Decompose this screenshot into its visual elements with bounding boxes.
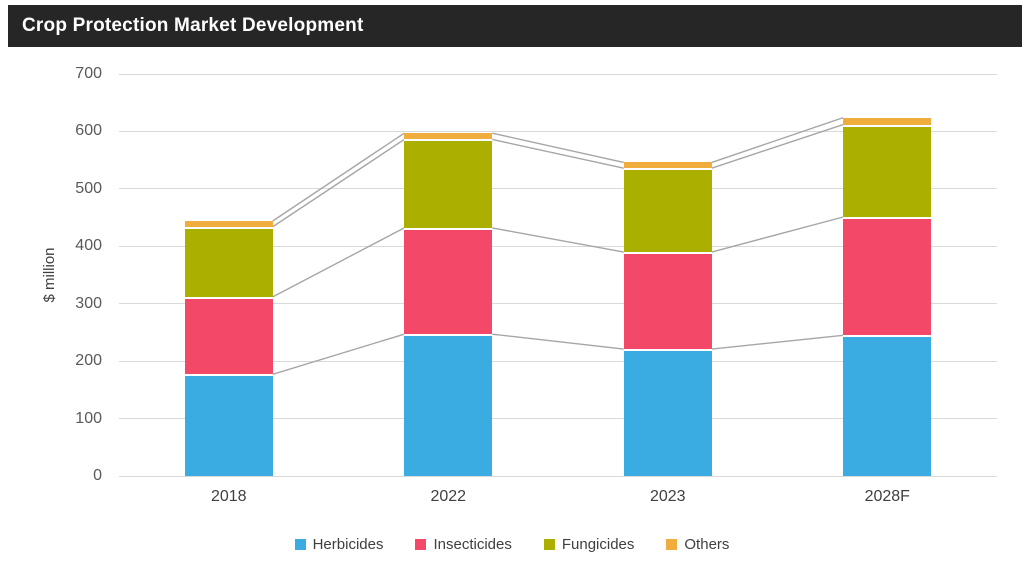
series-connector-line: [272, 333, 405, 376]
y-gridline: [119, 360, 997, 362]
y-axis-title: $ million: [41, 247, 58, 303]
y-axis-tick-label: 400: [75, 237, 102, 255]
legend-item-insecticides: Insecticides: [415, 536, 512, 553]
y-axis-tick-label: 0: [93, 467, 102, 484]
bar-segment-insecticides-2018: [184, 296, 273, 375]
x-axis-label-2018: 2018: [210, 488, 247, 505]
y-gridline: [119, 73, 997, 75]
y-axis-tick-label: 500: [75, 179, 102, 197]
bar-segment-others-2022: [404, 133, 493, 140]
x-axis-label-2028f: 2028F: [864, 488, 910, 505]
bar-segment-herbicides-2023: [623, 349, 712, 476]
legend-swatch-fungicides: [543, 539, 555, 550]
series-connector-line: [492, 138, 624, 169]
series-connector-line: [711, 116, 844, 164]
legend-swatch-others: [666, 539, 678, 550]
chart-title: Crop Protection Market Development: [22, 15, 364, 36]
chart-title-bar: Crop Protection Market Development: [8, 5, 1022, 47]
bar-segment-others-2028f: [843, 117, 932, 125]
legend-swatch-herbicides: [294, 539, 306, 550]
y-gridline: [119, 130, 997, 132]
series-connector-line: [711, 334, 844, 350]
x-axis-label-2022: 2022: [430, 488, 467, 505]
legend-item-fungicides: Fungicides: [543, 536, 635, 553]
legend-item-others: Others: [666, 536, 729, 553]
legend-swatch-insecticides: [415, 539, 427, 550]
y-gridline: [119, 303, 997, 305]
bar-segment-fungicides-2028f: [843, 124, 932, 217]
y-axis-tick-label: 700: [75, 65, 102, 82]
series-connector-line: [492, 333, 624, 350]
legend-item-herbicides: Herbicides: [294, 536, 384, 553]
y-axis-tick-label: 300: [75, 294, 102, 312]
bar-segment-fungicides-2018: [184, 226, 273, 297]
bar-segment-insecticides-2028f: [843, 216, 932, 336]
y-axis-tick-label: 200: [75, 352, 102, 370]
x-axis-label-2023: 2023: [649, 488, 686, 505]
bar-segment-others-2023: [623, 162, 712, 169]
series-connector-line: [492, 227, 624, 253]
bar-segment-insecticides-2022: [404, 227, 493, 335]
legend-label-fungicides: Fungicides: [561, 536, 635, 553]
bar-segment-herbicides-2022: [404, 334, 493, 476]
x-axis-line: [119, 475, 997, 477]
bar-segment-others-2018: [184, 221, 273, 227]
series-connector-line: [492, 132, 624, 164]
legend-label-others: Others: [684, 536, 730, 553]
legend-label-insecticides: Insecticides: [433, 536, 512, 553]
bar-segment-fungicides-2022: [404, 139, 493, 228]
bar-segment-fungicides-2023: [623, 168, 712, 253]
bar-segment-herbicides-2018: [184, 374, 273, 476]
plot-area: [119, 73, 997, 477]
series-connector-line: [272, 132, 405, 222]
series-connector-line: [272, 138, 405, 228]
y-gridline: [119, 418, 997, 420]
y-axis-tick-label: 100: [75, 409, 102, 427]
y-axis-tick-label: 600: [75, 122, 102, 140]
bar-segment-insecticides-2023: [623, 252, 712, 350]
y-gridline: [119, 188, 997, 190]
bar-segment-herbicides-2028f: [843, 335, 932, 476]
chart-legend: Herbicides Insecticides Fungicides Others: [0, 536, 1024, 553]
legend-label-herbicides: Herbicides: [312, 536, 384, 553]
series-connector-line: [272, 227, 405, 298]
